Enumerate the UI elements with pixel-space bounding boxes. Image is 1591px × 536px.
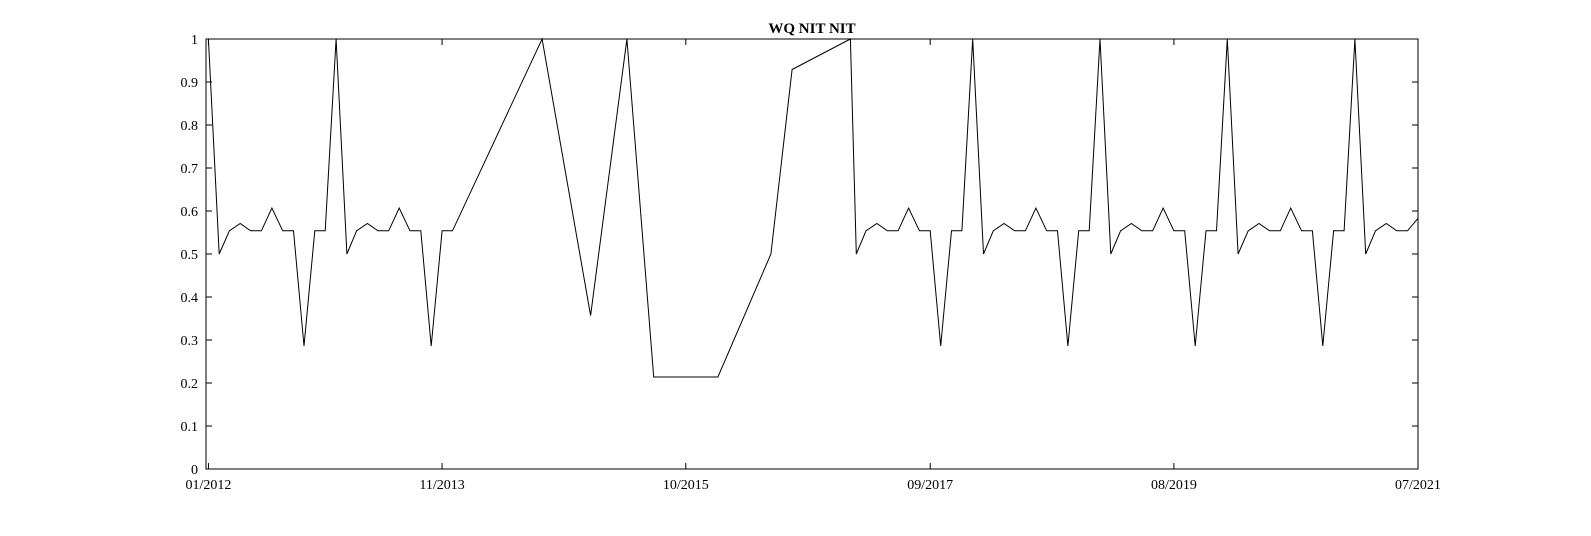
y-tick-label: 0.6 <box>181 205 199 220</box>
series-group <box>207 37 1419 378</box>
x-tick-label: 01/2012 <box>185 478 231 493</box>
x-tick-label: 11/2013 <box>419 478 464 493</box>
y-tick-label: 0.1 <box>181 420 199 435</box>
y-tick-label: 0.4 <box>181 291 199 306</box>
y-tick-label: 0 <box>191 463 198 478</box>
y-axis: 0 0.1 0.2 0.3 0.4 0.5 0.6 0.7 0.8 0.9 1 <box>181 33 1418 478</box>
x-tick-label: 10/2015 <box>663 478 709 493</box>
y-tick-label: 0.3 <box>181 334 199 349</box>
y-tick-label: 0.5 <box>181 248 199 263</box>
x-tick-label: 09/2017 <box>907 478 953 493</box>
y-tick-label: 0.7 <box>181 162 199 177</box>
x-tick-label: 08/2019 <box>1151 478 1197 493</box>
y-tick-label: 0.9 <box>181 76 199 91</box>
series-line <box>207 37 1419 378</box>
x-axis: 01/2012 11/2013 10/2015 09/2017 08/2019 07/20… <box>185 39 1441 493</box>
x-tick-label: 07/2021 <box>1395 478 1441 493</box>
y-tick-label: 0.2 <box>181 377 199 392</box>
y-tick-label: 0.8 <box>181 119 199 134</box>
y-tick-label: 1 <box>191 33 198 48</box>
plot-area-frame <box>205 38 1419 470</box>
chart-title: WQ NIT NIT <box>768 21 855 37</box>
